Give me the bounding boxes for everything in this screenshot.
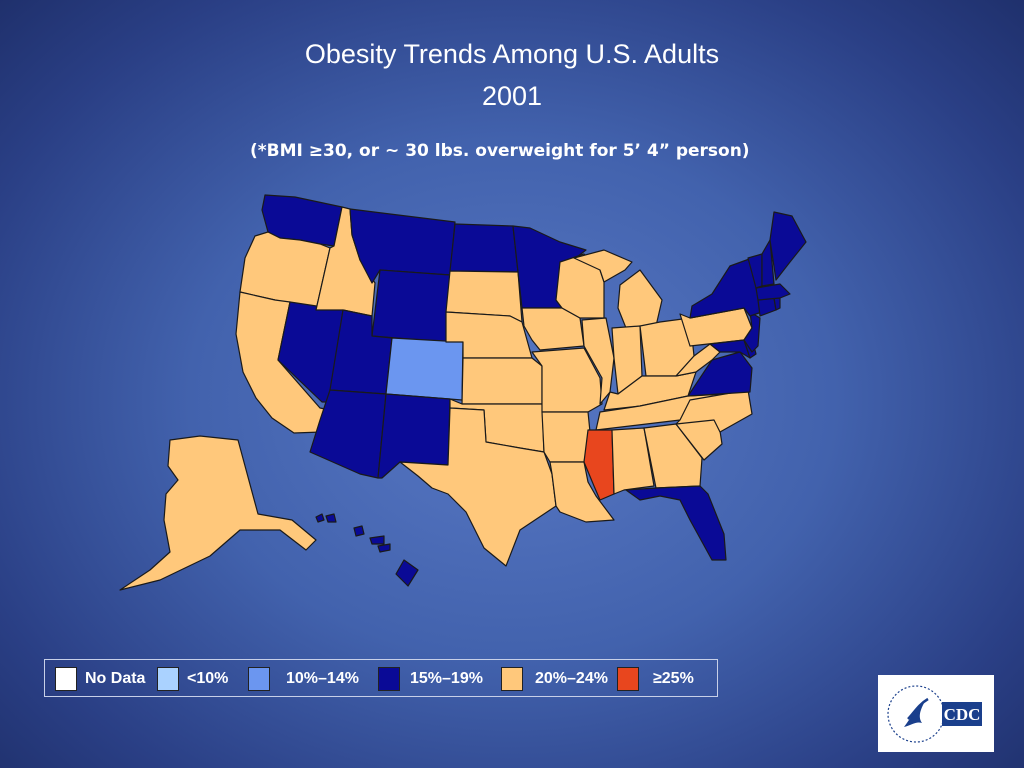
state-az [309,389,387,479]
legend-swatch [378,667,400,691]
legend-label: No Data [85,670,146,687]
legend-item-25-plus: ≥25% [617,667,694,691]
legend-item-10-14: 10%–14% [248,667,359,691]
state-ct [757,297,777,317]
page-title: Obesity Trends Among U.S. Adults [304,39,720,69]
state-hi-5 [377,543,391,553]
state-la [549,461,615,523]
state-wy [371,269,451,343]
legend-swatch [157,667,179,691]
state-mi [573,249,633,283]
state-hi-3 [353,525,365,537]
state-nc [675,389,753,433]
state-hi-6 [395,559,419,587]
legend-item-no-data: No Data [55,667,145,691]
legend-label: <10% [187,670,229,687]
state-va [687,351,753,397]
legend-item-15-19: 15%–19% [378,667,483,691]
legend-swatch [55,667,77,691]
state-me [769,211,807,281]
state-hi-2 [325,513,337,523]
state-al [611,427,655,495]
page-year: 2001 [481,81,543,111]
state-hi-4 [369,535,385,545]
state-il [581,317,615,405]
state-nd [449,223,519,273]
legend-label: 15%–19% [410,670,483,687]
state-fl [625,485,727,561]
map-legend: No Data <10% 10%–14% 15%–19% 20%–24% ≥25… [44,659,718,697]
legend-swatch [248,667,270,691]
state-co [385,337,464,401]
state-ar [541,411,591,463]
page-subtitle: (*BMI ≥30, or ~ 30 lbs. overweight for 5… [250,141,750,161]
state-ma [755,283,791,301]
state-mo [531,347,603,413]
legend-label: ≥25% [653,670,694,687]
cdc-logo: CDC [878,675,994,752]
state-tx [399,407,557,567]
state-ak [119,435,317,591]
state-nh [761,239,775,287]
state-mi-lower [617,269,663,329]
state-ga [643,423,703,489]
state-ks [461,357,543,405]
state-hi-1 [315,513,325,523]
hhs-eagle-seal-icon: CDC [887,685,982,743]
cdc-logo-text: CDC [944,705,981,724]
legend-swatch [617,667,639,691]
legend-item-under-10: <10% [157,667,228,691]
state-md [709,339,751,359]
state-nj [743,311,761,353]
legend-label: 20%–24% [535,670,608,687]
legend-item-20-24: 20%–24% [501,667,608,691]
legend-swatch [501,667,523,691]
legend-label: 10%–14% [286,670,359,687]
